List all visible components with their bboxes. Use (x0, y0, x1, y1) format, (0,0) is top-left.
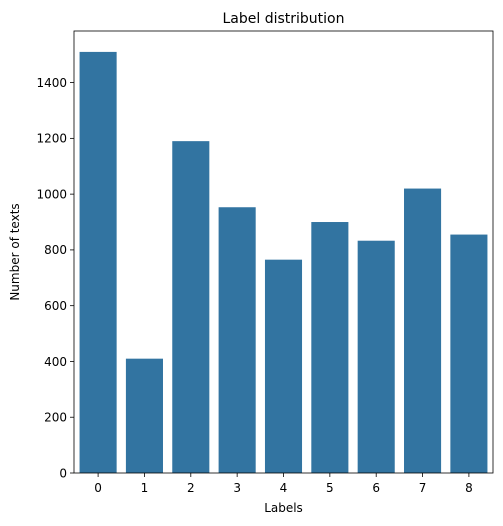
x-tick-label-4: 4 (280, 481, 288, 495)
bar-7 (404, 188, 442, 473)
y-tick-label-1000: 1000 (36, 187, 67, 201)
x-tick-label-0: 0 (94, 481, 102, 495)
y-tick-label-800: 800 (44, 243, 67, 257)
y-tick-label-1400: 1400 (36, 76, 67, 90)
bar-3 (218, 207, 256, 474)
bar-5 (311, 222, 349, 473)
y-tick-label-200: 200 (44, 411, 67, 425)
y-tick-label-600: 600 (44, 299, 67, 313)
bar-8 (450, 234, 488, 473)
x-tick-label-2: 2 (187, 481, 195, 495)
x-tick-label-1: 1 (141, 481, 149, 495)
bar-2 (172, 141, 210, 473)
y-tick-label-1200: 1200 (36, 132, 67, 146)
y-axis-ticks: 0 200 400 600 800 1000 1200 1400 (36, 76, 74, 480)
x-axis-label: Labels (264, 501, 303, 515)
plot-frame (73, 30, 494, 474)
bar-4 (264, 259, 303, 473)
bar-0 (79, 51, 117, 473)
bar-6 (357, 240, 395, 473)
y-tick-label-0: 0 (59, 466, 67, 480)
x-tick-label-8: 8 (465, 481, 473, 495)
y-axis-label: Number of texts (8, 203, 22, 300)
x-tick-label-7: 7 (419, 481, 427, 495)
bar-1 (125, 358, 163, 473)
x-tick-label-6: 6 (372, 481, 380, 495)
x-axis-ticks: 0 1 2 3 4 5 6 7 8 (94, 473, 473, 495)
x-tick-label-3: 3 (233, 481, 241, 495)
y-tick-label-400: 400 (44, 355, 67, 369)
x-tick-label-5: 5 (326, 481, 334, 495)
chart-title: Label distribution (222, 11, 344, 27)
bars-group (79, 51, 488, 474)
